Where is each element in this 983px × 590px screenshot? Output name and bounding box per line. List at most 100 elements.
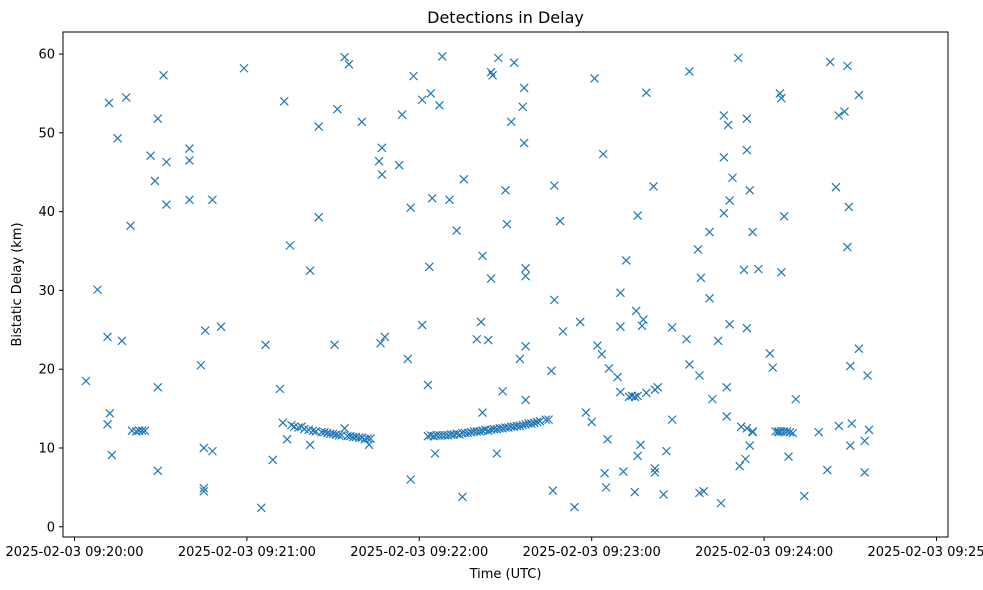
data-point	[268, 455, 278, 465]
data-point	[196, 360, 206, 370]
data-point	[455, 430, 464, 440]
data-point	[707, 394, 717, 404]
data-point	[616, 322, 625, 332]
data-point	[745, 441, 755, 451]
y-tick-label: 10	[38, 441, 55, 456]
data-point	[93, 285, 102, 295]
data-point	[733, 53, 743, 63]
data-point	[526, 419, 536, 428]
data-point	[544, 415, 554, 425]
data-point	[597, 349, 607, 359]
data-point	[521, 271, 531, 281]
data-point	[146, 151, 156, 161]
data-point	[650, 467, 660, 477]
data-point	[374, 156, 384, 166]
data-point	[328, 429, 338, 439]
data-point	[825, 57, 835, 67]
data-point	[434, 100, 444, 110]
data-point	[256, 503, 266, 513]
data-point	[207, 446, 217, 456]
data-point	[162, 157, 171, 167]
data-point	[518, 420, 528, 430]
data-point	[357, 117, 367, 127]
data-point	[603, 434, 612, 444]
x-axis-label: Time (UTC)	[469, 567, 542, 582]
data-point	[305, 440, 315, 450]
data-point	[199, 443, 209, 453]
data-point	[137, 426, 147, 436]
data-point	[397, 110, 407, 120]
data-point	[81, 376, 91, 386]
data-point	[719, 111, 729, 120]
data-point	[604, 363, 614, 373]
data-point	[107, 450, 117, 460]
data-point	[334, 430, 344, 440]
data-point	[739, 265, 749, 275]
data-point	[736, 422, 746, 432]
data-point	[409, 71, 418, 81]
data-point	[509, 58, 519, 68]
data-point	[394, 160, 404, 170]
data-point	[613, 372, 622, 382]
data-point	[695, 371, 704, 380]
data-point	[275, 384, 285, 394]
data-point	[261, 340, 270, 350]
data-point	[788, 428, 798, 438]
data-point	[854, 344, 864, 354]
plot-frame	[62, 31, 949, 538]
data-point	[121, 92, 131, 102]
data-point	[406, 475, 416, 484]
data-point	[417, 95, 427, 105]
data-point	[722, 382, 732, 392]
data-point	[105, 408, 115, 418]
data-point	[834, 111, 844, 120]
data-point	[581, 408, 591, 417]
data-point	[558, 326, 568, 336]
data-point	[753, 264, 763, 274]
data-point	[406, 203, 416, 213]
data-point	[488, 70, 497, 80]
x-tick-label: 2025-02-03 09:21:00	[178, 545, 316, 560]
data-point	[463, 428, 473, 438]
data-point	[667, 415, 677, 425]
data-point	[344, 59, 354, 69]
data-point	[207, 195, 217, 205]
data-point	[305, 266, 315, 276]
data-point	[684, 66, 694, 76]
data-point	[457, 492, 467, 502]
data-point	[153, 114, 163, 124]
data-point	[475, 427, 485, 436]
chart-title: Detections in Delay	[427, 8, 584, 27]
data-point	[239, 63, 249, 73]
y-tick-label: 20	[38, 363, 55, 378]
data-point	[814, 427, 824, 437]
data-point	[426, 89, 436, 98]
data-point	[822, 465, 832, 475]
data-point	[728, 173, 737, 183]
x-tick-label: 2025-02-03 09:25:00	[867, 545, 983, 560]
y-axis-label: Bistatic Delay (km)	[10, 222, 25, 346]
data-point	[723, 120, 733, 130]
data-point	[844, 202, 854, 212]
data-point	[501, 185, 510, 195]
data-point	[103, 332, 112, 342]
data-point	[424, 262, 434, 272]
data-point	[377, 143, 387, 153]
y-tick-label: 30	[38, 284, 55, 299]
data-point	[616, 288, 625, 298]
data-point	[515, 421, 525, 431]
data-point	[430, 449, 440, 458]
data-point	[476, 317, 486, 327]
data-point	[216, 322, 226, 332]
data-point	[498, 386, 508, 396]
data-point	[555, 216, 565, 226]
data-point	[287, 420, 296, 430]
data-point	[719, 152, 729, 162]
data-point	[113, 133, 123, 143]
data-point	[519, 138, 529, 148]
data-point	[150, 176, 160, 186]
data-point	[864, 425, 874, 435]
data-point	[725, 196, 735, 206]
data-point	[748, 227, 758, 237]
data-point	[741, 454, 750, 464]
